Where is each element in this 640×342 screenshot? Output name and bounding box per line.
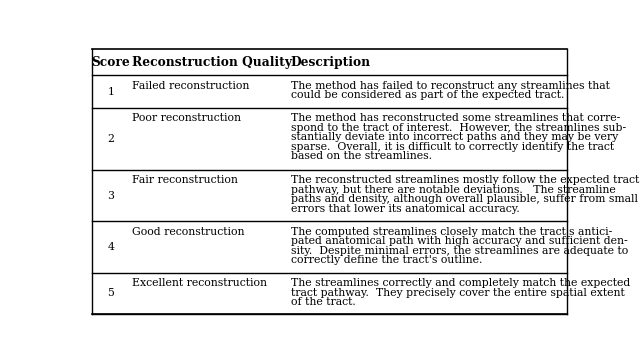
Text: The method has failed to reconstruct any streamlines that: The method has failed to reconstruct any… (291, 81, 610, 91)
Text: Reconstruction Quality: Reconstruction Quality (132, 56, 292, 69)
Text: 1: 1 (108, 87, 115, 97)
Text: Excellent reconstruction: Excellent reconstruction (132, 278, 267, 288)
Text: of the tract.: of the tract. (291, 297, 356, 307)
Text: The method has reconstructed some streamlines that corre-: The method has reconstructed some stream… (291, 114, 620, 123)
Text: 3: 3 (108, 191, 115, 201)
Text: pathway, but there are notable deviations.   The streamline: pathway, but there are notable deviation… (291, 185, 616, 195)
Text: based on the streamlines.: based on the streamlines. (291, 152, 432, 161)
Text: correctly define the tract's outline.: correctly define the tract's outline. (291, 255, 482, 265)
Text: Description: Description (291, 56, 371, 69)
Text: paths and density, although overall plausible, suffer from small: paths and density, although overall plau… (291, 194, 638, 204)
Text: 4: 4 (108, 242, 114, 252)
Text: Failed reconstruction: Failed reconstruction (132, 81, 250, 91)
Text: pated anatomical path with high accuracy and sufficient den-: pated anatomical path with high accuracy… (291, 236, 627, 246)
Text: tract pathway.  They precisely cover the entire spatial extent: tract pathway. They precisely cover the … (291, 288, 625, 298)
Text: Poor reconstruction: Poor reconstruction (132, 114, 241, 123)
Text: errors that lower its anatomical accuracy.: errors that lower its anatomical accurac… (291, 204, 520, 214)
Text: Fair reconstruction: Fair reconstruction (132, 175, 238, 185)
Text: The reconstructed streamlines mostly follow the expected tract: The reconstructed streamlines mostly fol… (291, 175, 639, 185)
Text: sparse.  Overall, it is difficult to correctly identify the tract: sparse. Overall, it is difficult to corr… (291, 142, 614, 152)
Text: Score: Score (92, 56, 130, 69)
Text: sity.  Despite minimal errors, the streamlines are adequate to: sity. Despite minimal errors, the stream… (291, 246, 628, 256)
Text: The streamlines correctly and completely match the expected: The streamlines correctly and completely… (291, 278, 630, 288)
Text: 2: 2 (108, 134, 115, 144)
Text: 5: 5 (108, 288, 114, 298)
Text: The computed streamlines closely match the tract's antici-: The computed streamlines closely match t… (291, 227, 612, 237)
Text: Good reconstruction: Good reconstruction (132, 227, 244, 237)
Text: could be considered as part of the expected tract.: could be considered as part of the expec… (291, 90, 564, 100)
Text: stantially deviate into incorrect paths and they may be very: stantially deviate into incorrect paths … (291, 132, 618, 142)
Text: spond to the tract of interest.  However, the streamlines sub-: spond to the tract of interest. However,… (291, 123, 626, 133)
